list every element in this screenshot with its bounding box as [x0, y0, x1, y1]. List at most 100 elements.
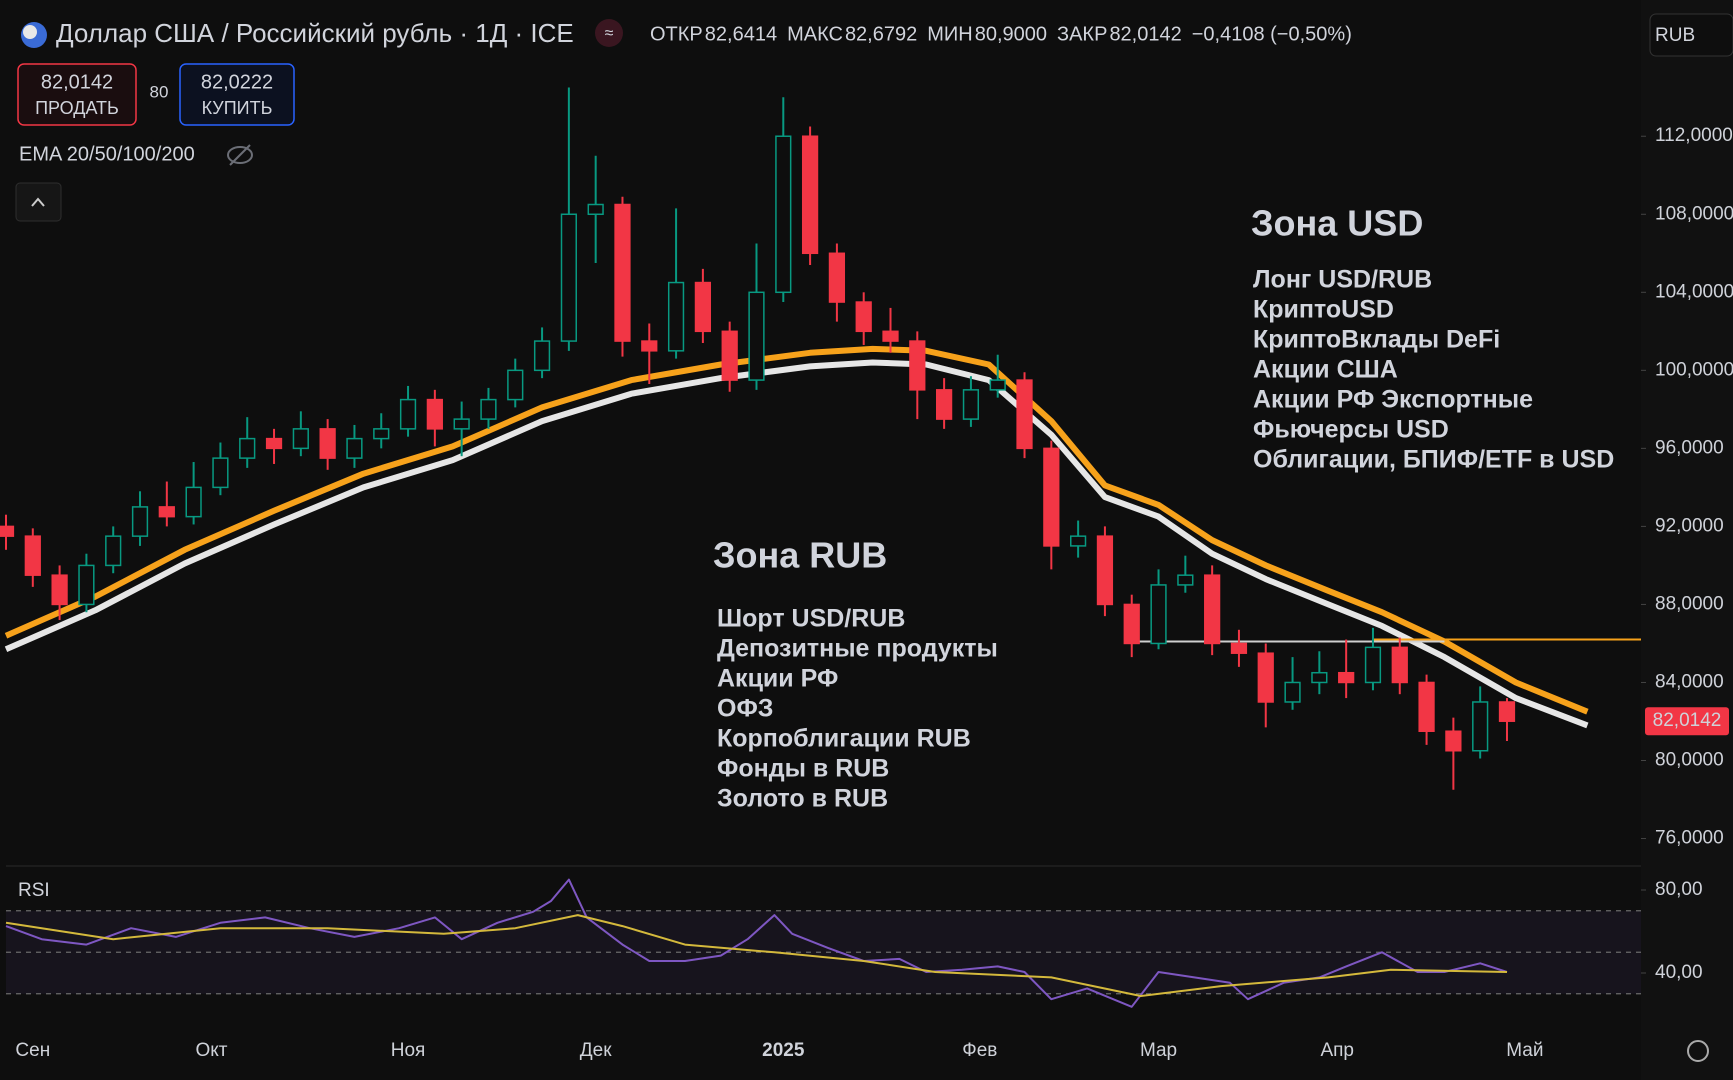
- ohlc-value: 82,0142: [1109, 23, 1181, 45]
- collapse-button[interactable]: [15, 182, 62, 222]
- hide-icon[interactable]: [229, 144, 251, 166]
- y-tick-label: 80,00: [1655, 879, 1703, 900]
- y-tick-label: 40,00: [1655, 962, 1703, 983]
- annotation-item: Акции США: [1253, 356, 1398, 384]
- rsi-line: [5, 878, 1508, 1008]
- rsi-line: [5, 914, 1508, 997]
- candle-body: [909, 340, 926, 391]
- settings-icon[interactable]: [1687, 1040, 1709, 1062]
- price-tag: [1645, 707, 1729, 736]
- candle-body: [801, 135, 819, 255]
- candle-body: [426, 398, 443, 430]
- candle-body: [1391, 646, 1408, 684]
- y-tick-label: 112,0000: [1655, 125, 1733, 146]
- candle-body: [962, 389, 980, 420]
- annotation-item: Фонды в RUB: [717, 755, 889, 783]
- y-tick-label: 84,0000: [1655, 671, 1724, 692]
- ema-line: [4, 359, 1589, 729]
- symbol-title: Доллар США / Российский рубль · 1Д · ICE: [56, 18, 574, 48]
- x-tick-label: Сен: [15, 1040, 50, 1061]
- ohlc-label: МИН: [927, 23, 972, 45]
- annotation-item: Фьючерсы USD: [1253, 416, 1449, 444]
- candle-body: [1070, 535, 1087, 547]
- x-tick-label: Окт: [195, 1040, 227, 1061]
- annotation-title: Зона USD: [1251, 203, 1423, 244]
- candle-body: [1177, 574, 1194, 586]
- x-tick-label: Мар: [1140, 1040, 1177, 1061]
- candle-body: [1284, 681, 1301, 703]
- candle-body: [0, 525, 15, 537]
- ohlc-value: 80,9000: [975, 23, 1047, 45]
- status-icon: ≈: [605, 25, 614, 42]
- annotation-item: Лонг USD/RUB: [1253, 266, 1432, 294]
- buy-button[interactable]: [179, 63, 295, 126]
- candle-body: [721, 330, 738, 381]
- candle-body: [1123, 603, 1140, 645]
- ohlc-value: 82,6414: [705, 23, 777, 45]
- candle-body: [775, 135, 792, 294]
- y-tick-label: 76,0000: [1655, 828, 1724, 849]
- candle-body: [1043, 447, 1060, 547]
- candle-body: [1096, 535, 1114, 606]
- pane-title: RSI: [18, 880, 50, 901]
- y-tick-label: 104,0000: [1655, 281, 1733, 302]
- x-tick-label: Ноя: [391, 1040, 426, 1061]
- candle-body: [158, 506, 175, 518]
- x-tick-label: 2025: [762, 1040, 805, 1061]
- candle-body: [533, 340, 551, 372]
- candle-body: [935, 389, 953, 420]
- candle-body: [1338, 671, 1355, 684]
- annotation-item: Депозитные продукты: [717, 635, 998, 663]
- y-tick-label: 96,0000: [1655, 437, 1724, 458]
- candle-body: [694, 281, 712, 333]
- ema-line: [4, 345, 1589, 715]
- candle-body: [346, 437, 363, 459]
- annotation-item: Акции РФ Экспортные: [1253, 386, 1533, 414]
- price-tag-label: 82,0142: [1653, 710, 1722, 731]
- candle-body: [265, 437, 283, 450]
- ohlc-label: ЗАКР: [1057, 23, 1107, 45]
- price-axis-area: [1641, 0, 1733, 1080]
- x-tick-label: Май: [1506, 1040, 1543, 1061]
- candle-body: [855, 301, 872, 333]
- hide-icon[interactable]: [227, 146, 253, 164]
- change: −0,4108 (−0,50%): [1192, 23, 1352, 45]
- sell-price[interactable]: 82,0142: [41, 71, 113, 93]
- buy-label[interactable]: КУПИТЬ: [202, 98, 273, 118]
- currency[interactable]: RUB: [1655, 25, 1695, 46]
- candle-body: [748, 291, 765, 381]
- candle-body: [1472, 701, 1489, 752]
- y-tick-label: 92,0000: [1655, 515, 1724, 536]
- sell-label[interactable]: ПРОДАТЬ: [35, 98, 119, 118]
- x-tick-label: Дек: [580, 1040, 612, 1061]
- candle-body: [1257, 652, 1274, 703]
- candle-body: [882, 330, 899, 342]
- candle-body: [373, 428, 390, 440]
- ohlc-label: МАКС: [787, 23, 843, 45]
- y-tick-label: 80,0000: [1655, 750, 1724, 771]
- candle-body: [24, 535, 41, 576]
- buy-price[interactable]: 82,0222: [201, 71, 273, 93]
- candle-body: [319, 428, 336, 459]
- annotation-item: Акции РФ: [717, 665, 838, 693]
- currency-button[interactable]: [1649, 13, 1733, 57]
- candle-body: [292, 428, 309, 450]
- rsi-band: [6, 910, 1641, 994]
- candle-body: [667, 281, 685, 352]
- ohlc: ОТКР 82,6414 МАКС 82,6792 МИН 80,9000 ЗАКР 82,0…: [650, 23, 1352, 45]
- candle-body: [1150, 584, 1167, 645]
- candle-body: [212, 457, 229, 489]
- sell-button[interactable]: [17, 63, 137, 126]
- x-tick-label: Апр: [1320, 1040, 1354, 1061]
- annotation-item: КриптоUSD: [1253, 296, 1394, 324]
- candle-body: [480, 398, 497, 420]
- collapse-icon[interactable]: [31, 197, 45, 207]
- ohlc-label: ОТКР: [650, 23, 703, 45]
- candle-body: [78, 564, 95, 606]
- candle-body: [1311, 671, 1328, 684]
- candle-body: [453, 418, 470, 430]
- annotation-item: Золото в RUB: [717, 785, 888, 813]
- candle-body: [614, 203, 631, 342]
- candle-body: [641, 340, 658, 352]
